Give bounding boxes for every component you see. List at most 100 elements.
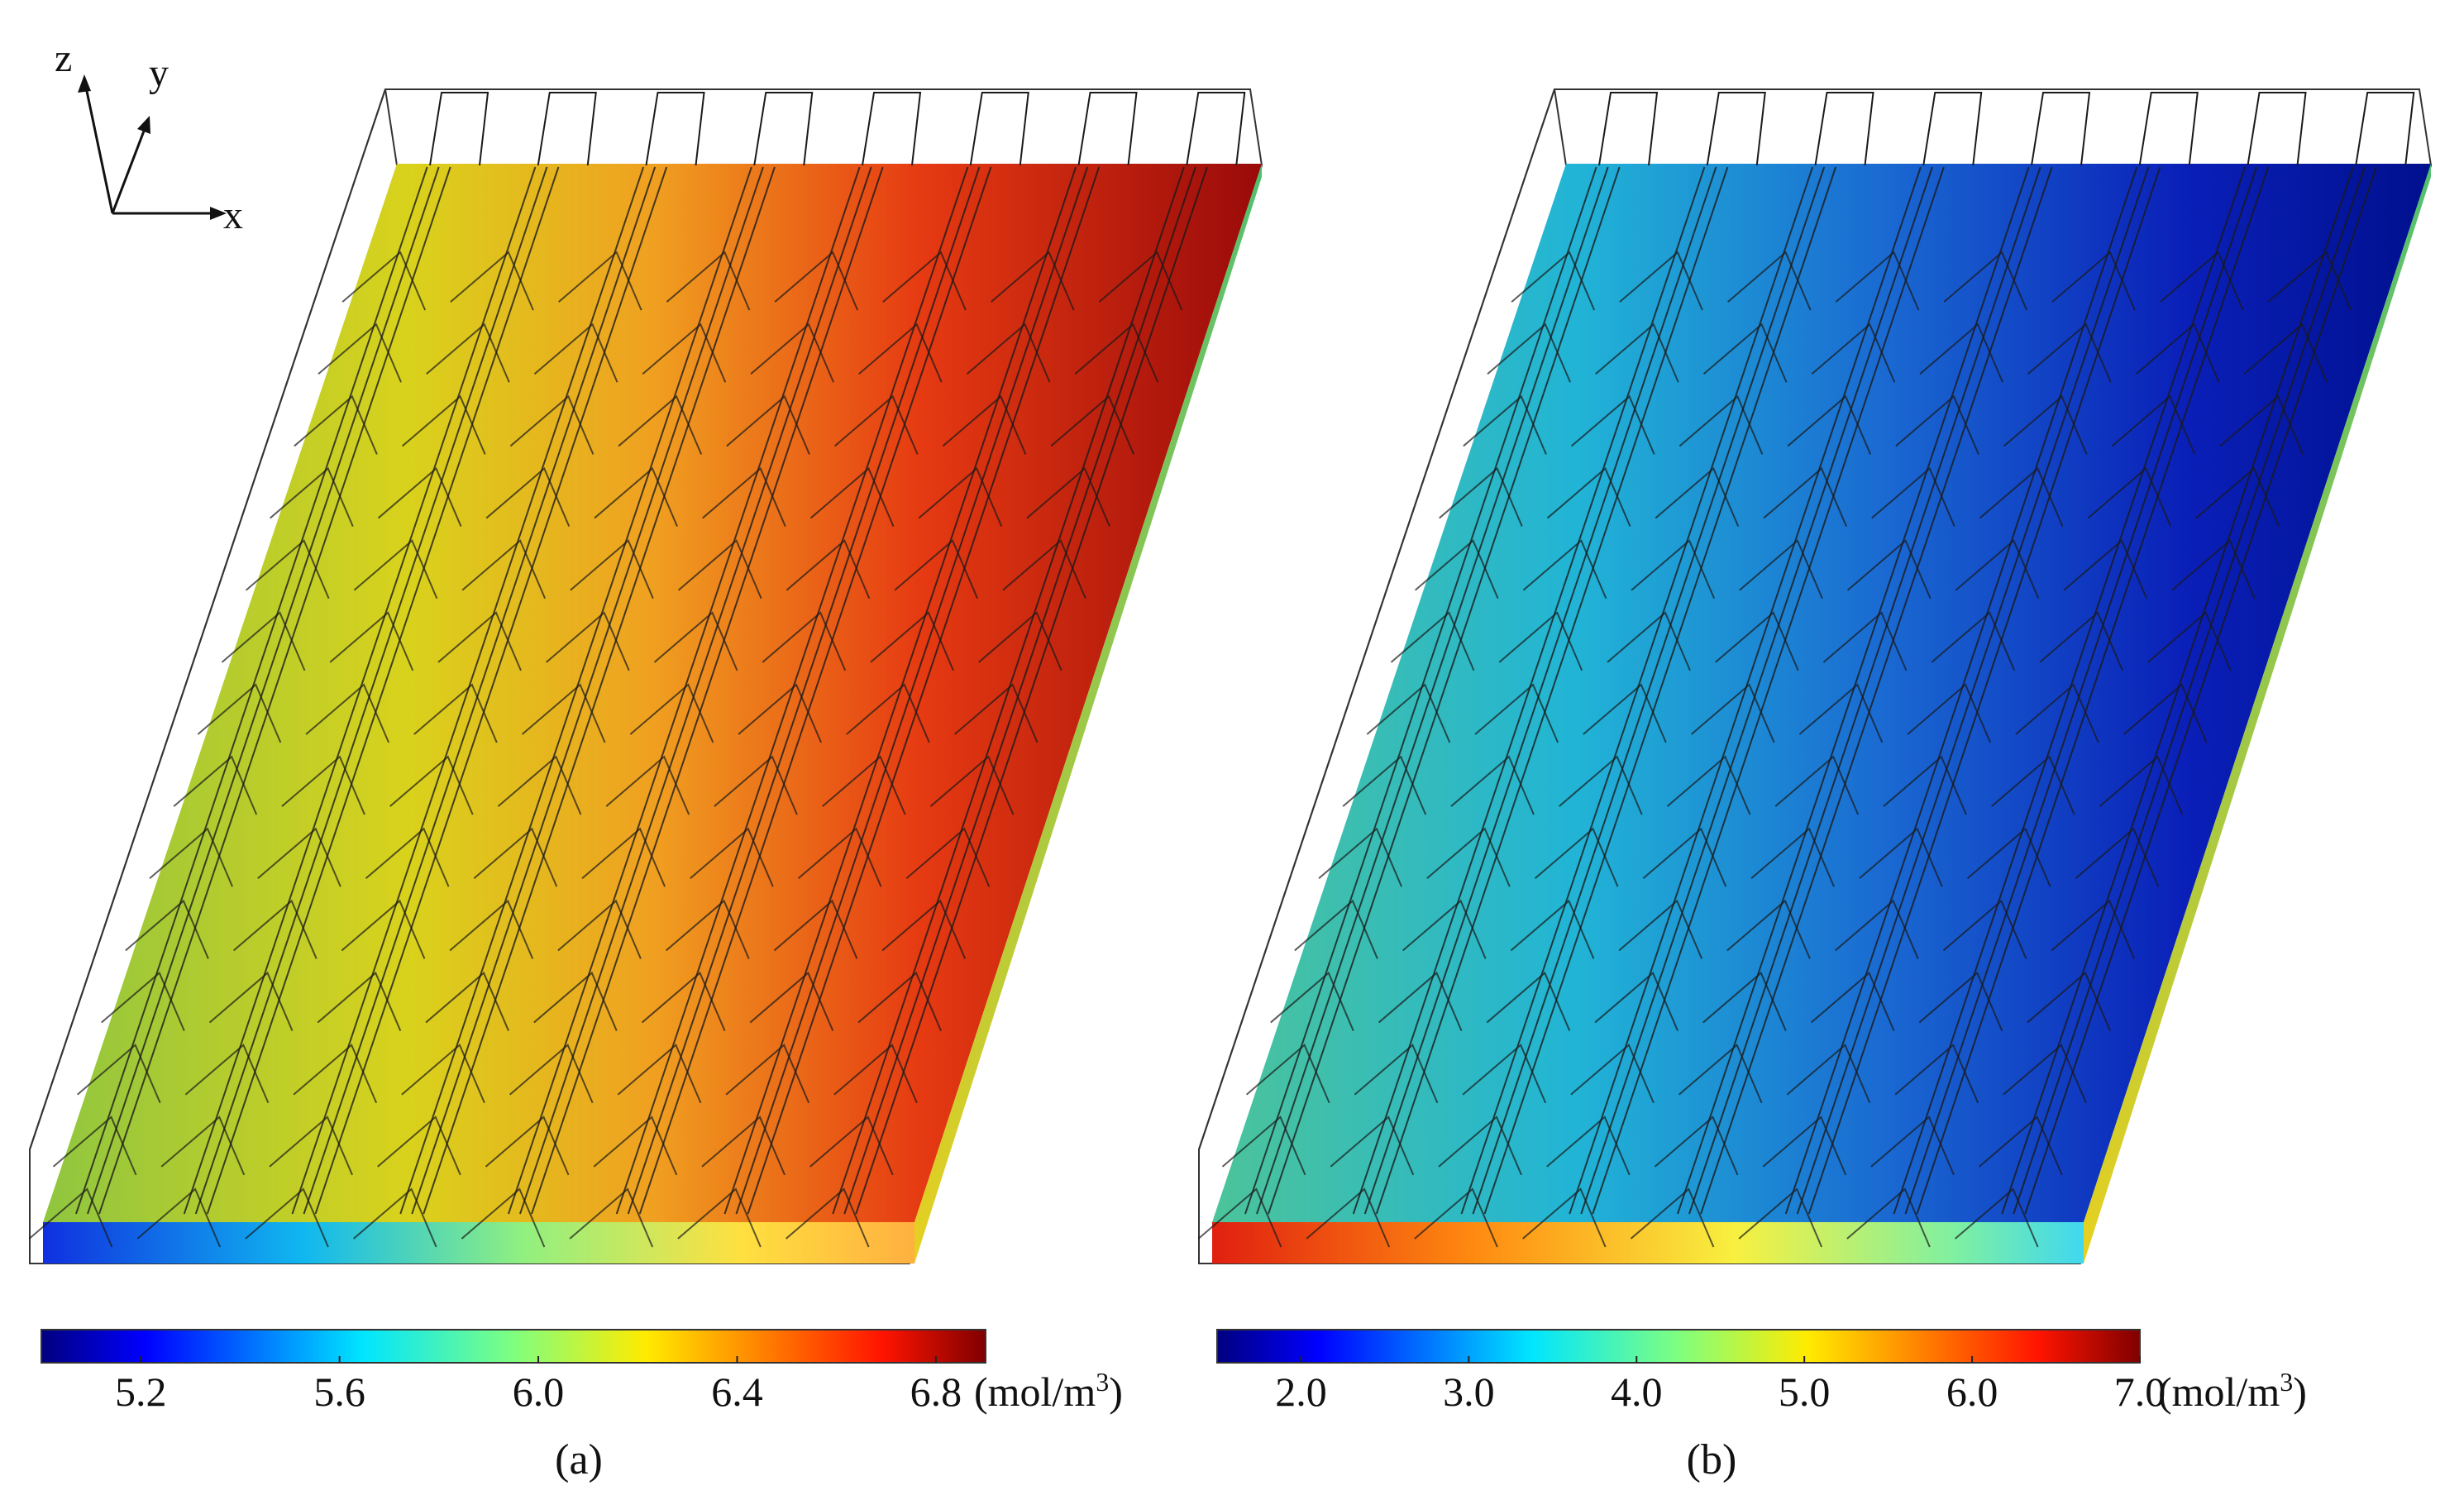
channel-chevron: [1521, 1187, 1607, 1248]
channel-chevron: [28, 1187, 113, 1248]
channel-chevron: [426, 322, 510, 383]
channel-rib-line: [1352, 166, 1706, 1215]
channel-fin: [1706, 92, 1766, 166]
channel-chevron: [2111, 394, 2196, 455]
channel-rib-line: [1796, 166, 2150, 1215]
channel-chevron: [617, 1044, 702, 1104]
channel-chevron: [1715, 611, 1799, 671]
channel-chevron: [245, 1187, 329, 1248]
colorbar-tick-label: 7.0: [2114, 1369, 2166, 1415]
channel-rib-line: [723, 166, 1077, 1215]
channel-chevron: [1414, 1187, 1498, 1248]
channel-chevron: [509, 1044, 594, 1104]
channel-chevron: [1787, 394, 1872, 455]
panel-b-channel-ribs: [1197, 92, 2415, 1248]
channel-chevron: [1655, 466, 1740, 527]
channel-chevron: [1883, 755, 1967, 815]
channel-chevron: [1702, 971, 1787, 1031]
channel-chevron: [329, 611, 414, 671]
channel-chevron: [101, 971, 185, 1031]
channel-chevron: [293, 1044, 378, 1104]
channel-chevron: [1871, 466, 1955, 527]
channel-chevron: [929, 755, 1015, 815]
channel-chevron: [1570, 394, 1655, 455]
channel-rib-line: [1569, 166, 1922, 1215]
channel-chevron: [2099, 755, 2184, 815]
channel-chevron: [918, 466, 1003, 527]
channel-rib-line: [183, 166, 537, 1215]
colorbar-tick-label: 5.6: [313, 1369, 365, 1415]
channel-chevron: [341, 899, 426, 959]
channel-rib-line: [1363, 166, 1717, 1215]
axis-label-x: x: [223, 193, 243, 237]
channel-chevron: [125, 899, 209, 959]
channel-rib-line: [194, 166, 548, 1215]
channel-chevron: [2051, 251, 2136, 311]
channel-chevron: [77, 1044, 161, 1104]
channel-chevron: [1942, 899, 2027, 959]
channel-chevron: [173, 755, 258, 815]
channel-rib-line: [615, 166, 969, 1215]
channel-chevron: [1859, 827, 1943, 887]
channel-chevron: [1221, 1115, 1306, 1176]
channel-chevron: [870, 611, 954, 671]
channel-chevron: [1487, 322, 1571, 383]
channel-fin: [1814, 92, 1874, 166]
channel-chevron: [401, 1044, 485, 1104]
channel-fin: [2031, 92, 2091, 166]
panel-a-colorbar-ticks: 5.2 5.6 6.0 6.4 6.8: [115, 1356, 962, 1415]
channel-chevron: [1378, 971, 1463, 1031]
channel-chevron: [2147, 611, 2232, 671]
channel-chevron: [1726, 899, 1811, 959]
channel-rib-line: [206, 166, 560, 1215]
channel-chevron: [809, 1115, 894, 1176]
channel-chevron: [666, 899, 750, 959]
channel-chevron: [2051, 899, 2136, 959]
channel-chevron: [1835, 251, 1920, 311]
channel-chevron: [1438, 1115, 1522, 1176]
channel-chevron: [257, 827, 341, 887]
channel-chevron: [2003, 1044, 2087, 1104]
channel-chevron: [738, 683, 823, 743]
channel-rib-line: [1904, 166, 2258, 1215]
channel-chevron: [1618, 899, 1703, 959]
channel-fin: [1186, 92, 1246, 166]
channel-rib-line: [2013, 166, 2366, 1215]
channel-rib-line: [638, 166, 992, 1215]
channel-chevron: [991, 251, 1075, 311]
channel-chevron: [2171, 539, 2256, 600]
channel-chevron: [136, 1187, 222, 1248]
channel-chevron: [1918, 971, 2003, 1031]
channel-chevron: [953, 683, 1039, 743]
colorbar-tick-label: 2.0: [1275, 1369, 1327, 1415]
channel-rib-line: [1375, 166, 1729, 1215]
channel-chevron: [641, 971, 726, 1031]
channel-chevron: [2135, 322, 2220, 383]
channel-chevron: [762, 611, 847, 671]
channel-rib-line: [855, 166, 1208, 1215]
channel-rib-line: [1483, 166, 1837, 1215]
channel-chevron: [221, 611, 306, 671]
channel-chevron: [2075, 827, 2160, 887]
channel-rib-line: [1916, 166, 2270, 1215]
channel-chevron: [569, 1187, 654, 1248]
channel-chevron: [857, 971, 942, 1031]
channel-chevron: [1931, 611, 2016, 671]
channel-chevron: [1870, 1115, 1955, 1176]
channel-chevron: [437, 611, 522, 671]
channel-chevron: [1546, 1115, 1631, 1176]
channel-rib-line: [1592, 166, 1945, 1215]
channel-chevron: [377, 466, 462, 527]
channel-chevron: [1943, 251, 2028, 311]
channel-chevron: [377, 1115, 461, 1176]
channel-chevron: [1631, 539, 1716, 600]
colorbar-tick-label: 6.0: [513, 1369, 565, 1415]
channel-chevron: [677, 1187, 762, 1248]
channel-chevron: [485, 1115, 570, 1176]
channel-chevron: [557, 899, 642, 959]
channel-chevron: [2003, 394, 2088, 455]
channel-rib-line: [2024, 166, 2377, 1215]
channel-rib-line: [1784, 166, 2138, 1215]
panel-b-colorbar-unit: (mol/m3): [2158, 1367, 2307, 1415]
panel-b-colorbar-gradient: [1216, 1329, 2141, 1364]
